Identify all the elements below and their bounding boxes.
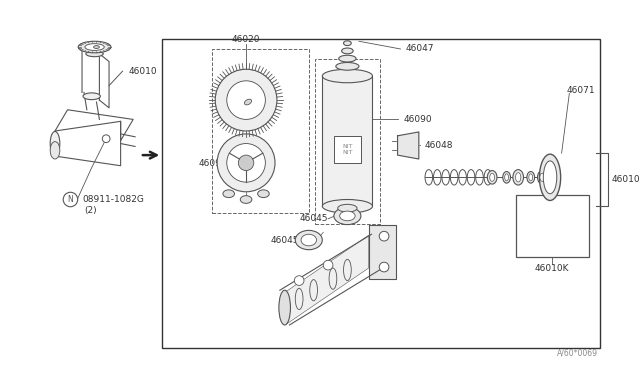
Ellipse shape: [516, 173, 521, 182]
Text: A/60*0069: A/60*0069: [557, 349, 598, 358]
Bar: [162, 39, 600, 348]
Ellipse shape: [295, 230, 323, 250]
Ellipse shape: [223, 190, 234, 198]
Text: 46020: 46020: [232, 35, 260, 44]
Circle shape: [380, 262, 389, 272]
Ellipse shape: [344, 41, 351, 46]
Ellipse shape: [240, 196, 252, 203]
Text: 46045: 46045: [299, 214, 328, 223]
Circle shape: [294, 276, 304, 285]
Ellipse shape: [78, 41, 111, 53]
Ellipse shape: [487, 170, 497, 184]
Polygon shape: [397, 132, 419, 159]
Text: N: N: [68, 195, 74, 204]
Circle shape: [227, 144, 266, 182]
Text: 46010: 46010: [612, 175, 640, 184]
Circle shape: [227, 81, 266, 119]
Ellipse shape: [339, 55, 356, 62]
Circle shape: [102, 135, 110, 142]
Ellipse shape: [338, 204, 357, 212]
Ellipse shape: [527, 171, 534, 183]
Circle shape: [217, 134, 275, 192]
Ellipse shape: [540, 154, 561, 201]
Circle shape: [380, 231, 389, 241]
Ellipse shape: [540, 173, 545, 182]
Text: 46047: 46047: [405, 45, 434, 54]
Polygon shape: [369, 225, 396, 279]
Text: 46010: 46010: [129, 67, 157, 76]
Ellipse shape: [93, 46, 99, 48]
Ellipse shape: [244, 99, 252, 105]
Text: NIT
NIT: NIT NIT: [342, 144, 353, 155]
Ellipse shape: [490, 173, 495, 182]
Bar: [323, 76, 372, 206]
Ellipse shape: [85, 44, 104, 51]
Text: 46090: 46090: [403, 115, 432, 124]
Ellipse shape: [505, 174, 509, 181]
Bar: [212, 49, 308, 213]
Text: (2): (2): [84, 206, 97, 215]
Ellipse shape: [301, 234, 317, 246]
Ellipse shape: [50, 142, 60, 159]
Text: 08911-1082G: 08911-1082G: [82, 195, 144, 204]
Text: 46071: 46071: [566, 86, 595, 95]
Text: 46010K: 46010K: [535, 264, 569, 273]
Circle shape: [323, 260, 333, 270]
Bar: [516, 195, 589, 257]
Bar: [315, 59, 380, 224]
Ellipse shape: [334, 207, 361, 225]
Ellipse shape: [279, 290, 291, 325]
Ellipse shape: [336, 62, 359, 70]
Ellipse shape: [529, 174, 532, 181]
Bar: [334, 136, 361, 163]
Ellipse shape: [323, 199, 372, 213]
Ellipse shape: [543, 161, 557, 194]
Ellipse shape: [340, 211, 355, 221]
Ellipse shape: [258, 190, 269, 198]
Text: 46093: 46093: [199, 159, 227, 168]
Ellipse shape: [513, 170, 524, 185]
Polygon shape: [287, 235, 369, 324]
Ellipse shape: [503, 171, 511, 183]
Circle shape: [63, 192, 77, 207]
Ellipse shape: [83, 93, 100, 100]
Ellipse shape: [538, 170, 547, 184]
Ellipse shape: [50, 131, 60, 155]
Ellipse shape: [323, 69, 372, 83]
Text: 46045: 46045: [270, 235, 299, 244]
Ellipse shape: [86, 51, 103, 57]
Text: 46048: 46048: [424, 141, 453, 150]
Ellipse shape: [342, 48, 353, 54]
Circle shape: [238, 155, 254, 170]
Circle shape: [215, 69, 277, 131]
